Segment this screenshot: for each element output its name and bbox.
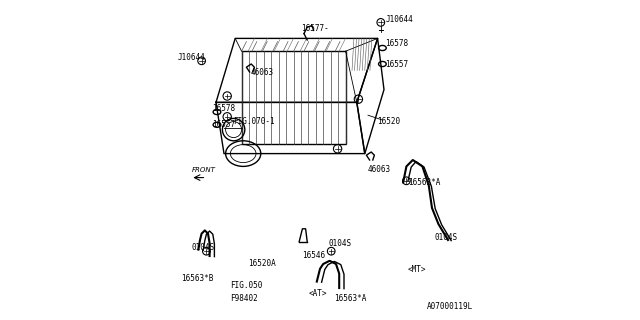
- Text: 16578: 16578: [212, 104, 235, 113]
- Text: <MT>: <MT>: [408, 265, 426, 274]
- Text: 16520: 16520: [378, 117, 401, 126]
- Text: <AT>: <AT>: [309, 289, 327, 298]
- Text: 16577-: 16577-: [301, 24, 328, 33]
- FancyBboxPatch shape: [242, 51, 346, 144]
- Text: 0104S: 0104S: [329, 239, 352, 248]
- Text: FRONT: FRONT: [192, 167, 216, 173]
- Text: FIG.050: FIG.050: [230, 281, 262, 290]
- Text: 46063: 46063: [367, 165, 390, 174]
- Text: J10644: J10644: [178, 53, 205, 62]
- Text: J10644: J10644: [385, 15, 413, 24]
- Text: F98402: F98402: [230, 294, 257, 303]
- Text: 16520A: 16520A: [248, 259, 276, 268]
- Text: 0104S: 0104S: [435, 233, 458, 242]
- Text: 16563*A: 16563*A: [408, 178, 440, 187]
- Text: 46063: 46063: [251, 68, 274, 76]
- Text: 16557: 16557: [212, 120, 235, 129]
- Text: 0104S: 0104S: [192, 244, 215, 252]
- Text: A07000119L: A07000119L: [428, 302, 474, 311]
- Text: 16563*B: 16563*B: [181, 274, 213, 283]
- Text: 16557: 16557: [385, 60, 408, 68]
- Text: FIG.070-1: FIG.070-1: [234, 117, 275, 126]
- Text: 16578: 16578: [385, 39, 408, 48]
- Text: 16563*A: 16563*A: [334, 294, 367, 303]
- Text: 16546: 16546: [302, 251, 326, 260]
